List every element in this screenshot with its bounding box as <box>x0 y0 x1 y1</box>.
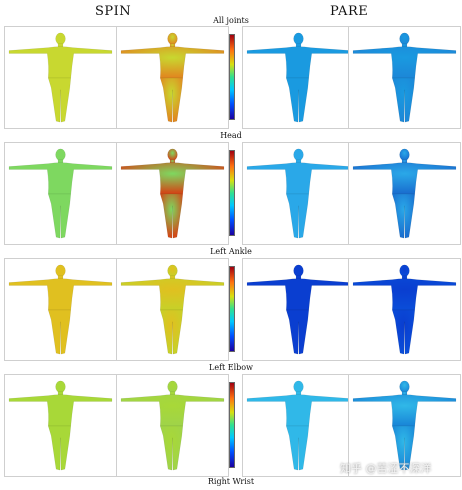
colorbar <box>229 34 235 120</box>
row-label: Head <box>220 131 242 140</box>
pare-error-mesh <box>348 258 461 361</box>
body-mesh <box>352 32 457 123</box>
pare-error-mesh <box>242 26 355 129</box>
pare-header: PARE <box>330 4 369 19</box>
colorbar <box>229 266 235 352</box>
pare-error-mesh <box>348 26 461 129</box>
row-label: Left Ankle <box>210 247 252 256</box>
spin-error-mesh <box>116 258 229 361</box>
body-mesh <box>352 380 457 471</box>
spin-error-mesh <box>116 26 229 129</box>
body-mesh <box>352 264 457 355</box>
spin-error-mesh <box>4 142 117 245</box>
colorbar-ticks <box>237 266 251 352</box>
body-mesh <box>120 264 225 355</box>
body-mesh <box>246 264 351 355</box>
body-mesh <box>8 32 113 123</box>
colorbar <box>229 382 235 468</box>
body-mesh <box>246 380 351 471</box>
watermark: 知乎 @苦涩不深洋 <box>340 462 432 475</box>
spin-error-mesh <box>4 258 117 361</box>
spin-header: SPIN <box>95 4 132 19</box>
spin-error-mesh <box>4 374 117 477</box>
body-mesh <box>352 148 457 239</box>
pare-error-mesh <box>242 142 355 245</box>
body-mesh <box>246 148 351 239</box>
body-mesh <box>8 380 113 471</box>
colorbar-ticks <box>237 34 251 120</box>
colorbar <box>229 150 235 236</box>
spin-error-mesh <box>116 142 229 245</box>
pare-error-mesh <box>348 374 461 477</box>
body-mesh <box>246 32 351 123</box>
colorbar-ticks <box>237 150 251 236</box>
pare-error-mesh <box>348 142 461 245</box>
body-mesh <box>120 32 225 123</box>
spin-error-mesh <box>4 26 117 129</box>
body-mesh <box>120 380 225 471</box>
spin-error-mesh <box>116 374 229 477</box>
colorbar-ticks <box>237 382 251 468</box>
body-mesh <box>8 264 113 355</box>
pare-error-mesh <box>242 258 355 361</box>
row-label-bottom: Right Wrist <box>207 477 255 486</box>
row-label: All joints <box>213 16 249 25</box>
pare-error-mesh <box>242 374 355 477</box>
row-label: Left Elbow <box>209 363 253 372</box>
body-mesh <box>8 148 113 239</box>
body-mesh <box>120 148 225 239</box>
